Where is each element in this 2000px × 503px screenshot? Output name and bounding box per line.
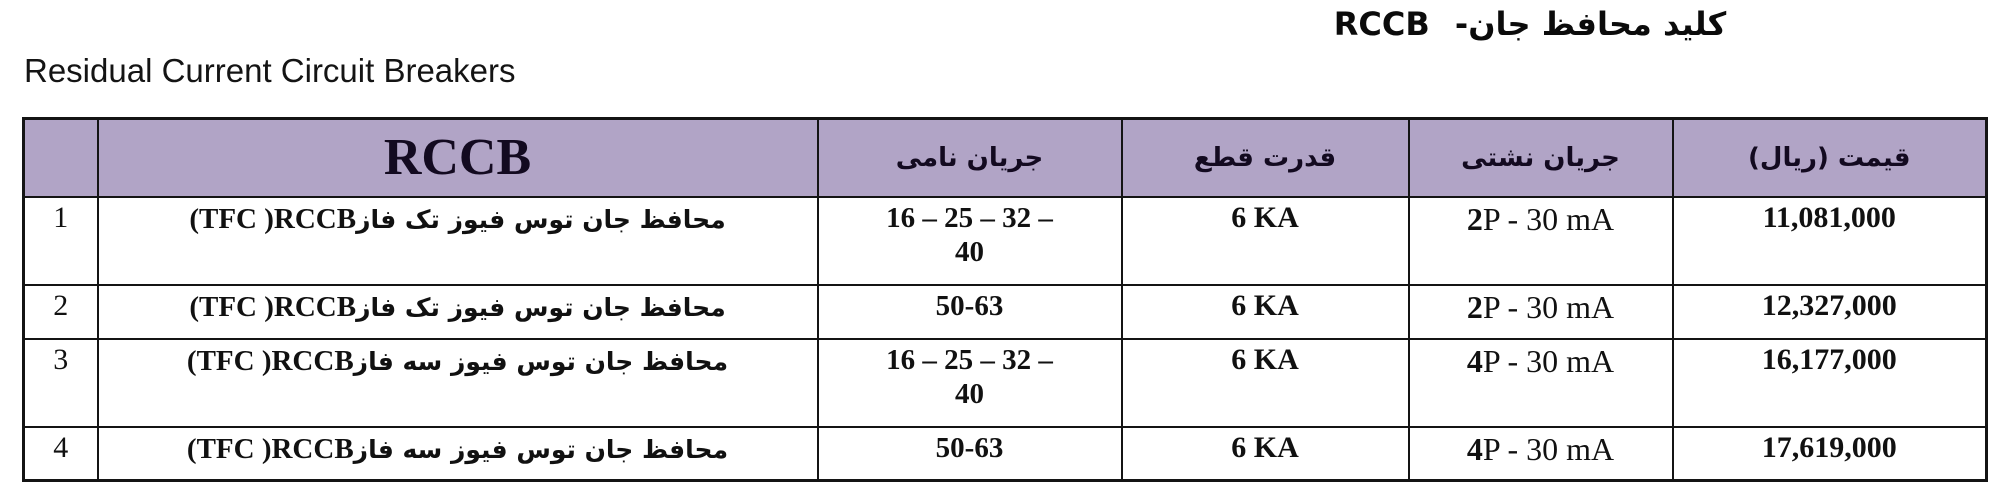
- leakage-value: P - 30 mA: [1482, 430, 1615, 467]
- product-name-farsi: محافظ جان توس فیوز سه فاز: [353, 434, 729, 464]
- row-number-cell: 2: [22, 283, 99, 340]
- price-cell: 17,619,000: [1671, 425, 1988, 482]
- product-name-farsi: محافظ جان توس فیوز سه فاز: [353, 346, 729, 376]
- product-name-latin: (TFC )RCCB: [186, 432, 354, 465]
- product-name-latin: (TFC )RCCB: [186, 344, 354, 377]
- leakage-current-cell: 2P - 30 mA: [1407, 283, 1674, 340]
- product-name-cell: محافظ جان توس فیوز تک فاز(TFC )RCCB: [96, 283, 819, 340]
- price-cell: 12,327,000: [1671, 283, 1988, 340]
- nominal-current-cell: 50-63: [816, 425, 1123, 482]
- breaking-capacity-cell: 6 KA: [1120, 195, 1410, 286]
- page-title: کلید محافظ جان- RCCB: [1240, 0, 1820, 48]
- table-row: 3 محافظ جان توس فیوز سه فاز(TFC )RCCB 16…: [22, 337, 1988, 428]
- breaking-capacity-cell: 6 KA: [1120, 425, 1410, 482]
- header-product-cell: RCCB: [96, 117, 819, 198]
- leakage-value: P - 30 mA: [1482, 342, 1615, 379]
- product-name-farsi: محافظ جان توس فیوز تک فاز: [356, 292, 726, 322]
- leakage-current-cell: 2P - 30 mA: [1407, 195, 1674, 286]
- rccb-price-table-container: RCCB جریان نامی قدرت قطع جریان نشتی قیمت…: [22, 117, 1988, 482]
- nominal-current-cell: 16 – 25 – 32 – 40: [816, 195, 1123, 286]
- row-number-cell: 1: [22, 195, 99, 286]
- header-leakage-current-cell: جریان نشتی: [1407, 117, 1674, 198]
- leakage-value: P - 30 mA: [1482, 200, 1615, 237]
- header-breaking-capacity-cell: قدرت قطع: [1120, 117, 1410, 198]
- leakage-current-cell: 4P - 30 mA: [1407, 425, 1674, 482]
- leakage-value: P - 30 mA: [1482, 288, 1615, 325]
- page-title-farsi: کلید محافظ جان-: [1454, 5, 1727, 43]
- table-header-row: RCCB جریان نامی قدرت قطع جریان نشتی قیمت…: [22, 117, 1988, 198]
- header-index-cell: [22, 117, 99, 198]
- product-name-cell: محافظ جان توس فیوز تک فاز(TFC )RCCB: [96, 195, 819, 286]
- header-price-cell: قیمت (ریال): [1671, 117, 1988, 198]
- table-row: 1 محافظ جان توس فیوز تک فاز(TFC )RCCB 16…: [22, 195, 1988, 286]
- row-number-cell: 3: [22, 337, 99, 428]
- leakage-current-cell: 4P - 30 mA: [1407, 337, 1674, 428]
- price-cell: 11,081,000: [1671, 195, 1988, 286]
- rccb-price-table: RCCB جریان نامی قدرت قطع جریان نشتی قیمت…: [22, 117, 1988, 482]
- table-row: 2 محافظ جان توس فیوز تک فاز(TFC )RCCB 50…: [22, 283, 1988, 340]
- leakage-poles: 4: [1466, 342, 1483, 379]
- breaking-capacity-cell: 6 KA: [1120, 337, 1410, 428]
- leakage-poles: 2: [1466, 200, 1483, 237]
- page-title-rccb: RCCB: [1333, 5, 1430, 43]
- nominal-current-cell: 50-63: [816, 283, 1123, 340]
- nominal-current-cell: 16 – 25 – 32 – 40: [816, 337, 1123, 428]
- product-name-latin: (TFC )RCCB: [189, 202, 357, 235]
- header-nominal-current-cell: جریان نامی: [816, 117, 1123, 198]
- product-name-cell: محافظ جان توس فیوز سه فاز(TFC )RCCB: [96, 337, 819, 428]
- price-cell: 16,177,000: [1671, 337, 1988, 428]
- leakage-poles: 2: [1466, 288, 1483, 325]
- leakage-poles: 4: [1466, 430, 1483, 467]
- table-row: 4 محافظ جان توس فیوز سه فاز(TFC )RCCB 50…: [22, 425, 1988, 482]
- product-name-latin: (TFC )RCCB: [189, 290, 357, 323]
- page-subtitle: Residual Current Circuit Breakers: [24, 52, 516, 89]
- row-number-cell: 4: [22, 425, 99, 482]
- product-name-farsi: محافظ جان توس فیوز تک فاز: [356, 204, 726, 234]
- breaking-capacity-cell: 6 KA: [1120, 283, 1410, 340]
- product-name-cell: محافظ جان توس فیوز سه فاز(TFC )RCCB: [96, 425, 819, 482]
